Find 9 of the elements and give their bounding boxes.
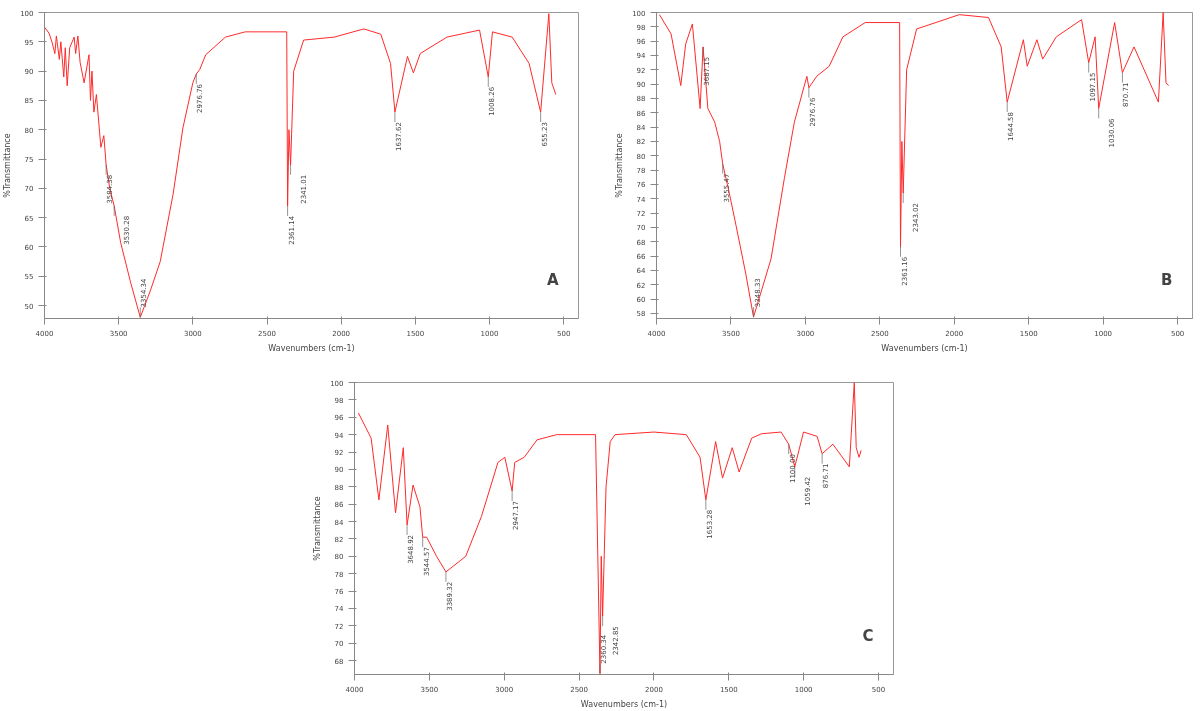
y-axis-title: %Transmittance [615,133,625,198]
x-axis-title: Wavenumbers (cm-1) [580,699,668,709]
y-axis-title: %Transmittance [3,133,13,198]
annotation: C [862,626,874,645]
annotation: A [546,270,559,289]
y-axis-title: %Transmittance [313,496,323,561]
x-axis-title: Wavenumbers (cm-1) [268,343,355,353]
x-axis-title: Wavenumbers (cm-1) [881,343,968,353]
annotation: B [1161,270,1173,289]
